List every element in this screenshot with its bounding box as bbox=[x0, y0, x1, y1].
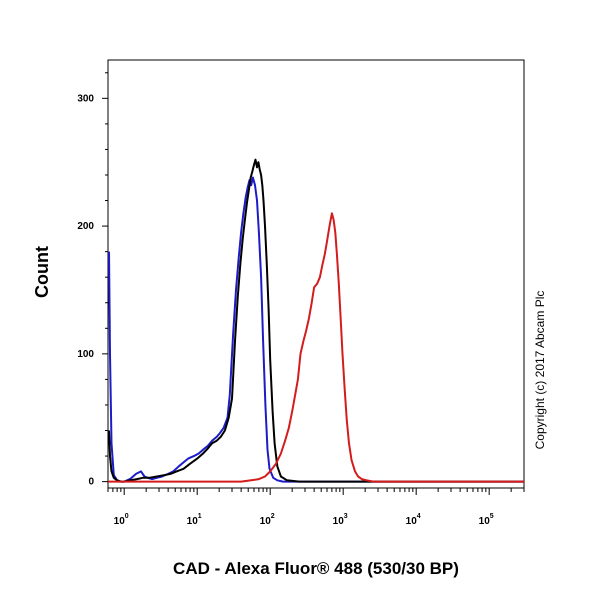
x-axis-ticks: 100 101 102 103 104 105 bbox=[107, 488, 525, 527]
y-tick-label: 100 bbox=[77, 349, 94, 360]
histogram-series-line-1 bbox=[108, 176, 524, 483]
x-axis-title: CAD - Alexa Fluor® 488 (530/30 BP) bbox=[173, 559, 459, 578]
copyright-annotation: Copyright (c) 2017 Abcam Plc bbox=[533, 291, 547, 450]
histogram-series-line-2 bbox=[108, 158, 524, 483]
plot-frame bbox=[107, 59, 525, 489]
y-axis-title: Count bbox=[32, 246, 52, 298]
y-tick-label: 300 bbox=[77, 93, 94, 104]
series-layer bbox=[108, 158, 524, 483]
y-tick-label: 0 bbox=[88, 477, 94, 488]
histogram-series-line-3 bbox=[108, 212, 524, 483]
y-axis-ticks: 0 100 200 300 bbox=[77, 72, 108, 488]
y-tick-label: 200 bbox=[77, 221, 94, 232]
